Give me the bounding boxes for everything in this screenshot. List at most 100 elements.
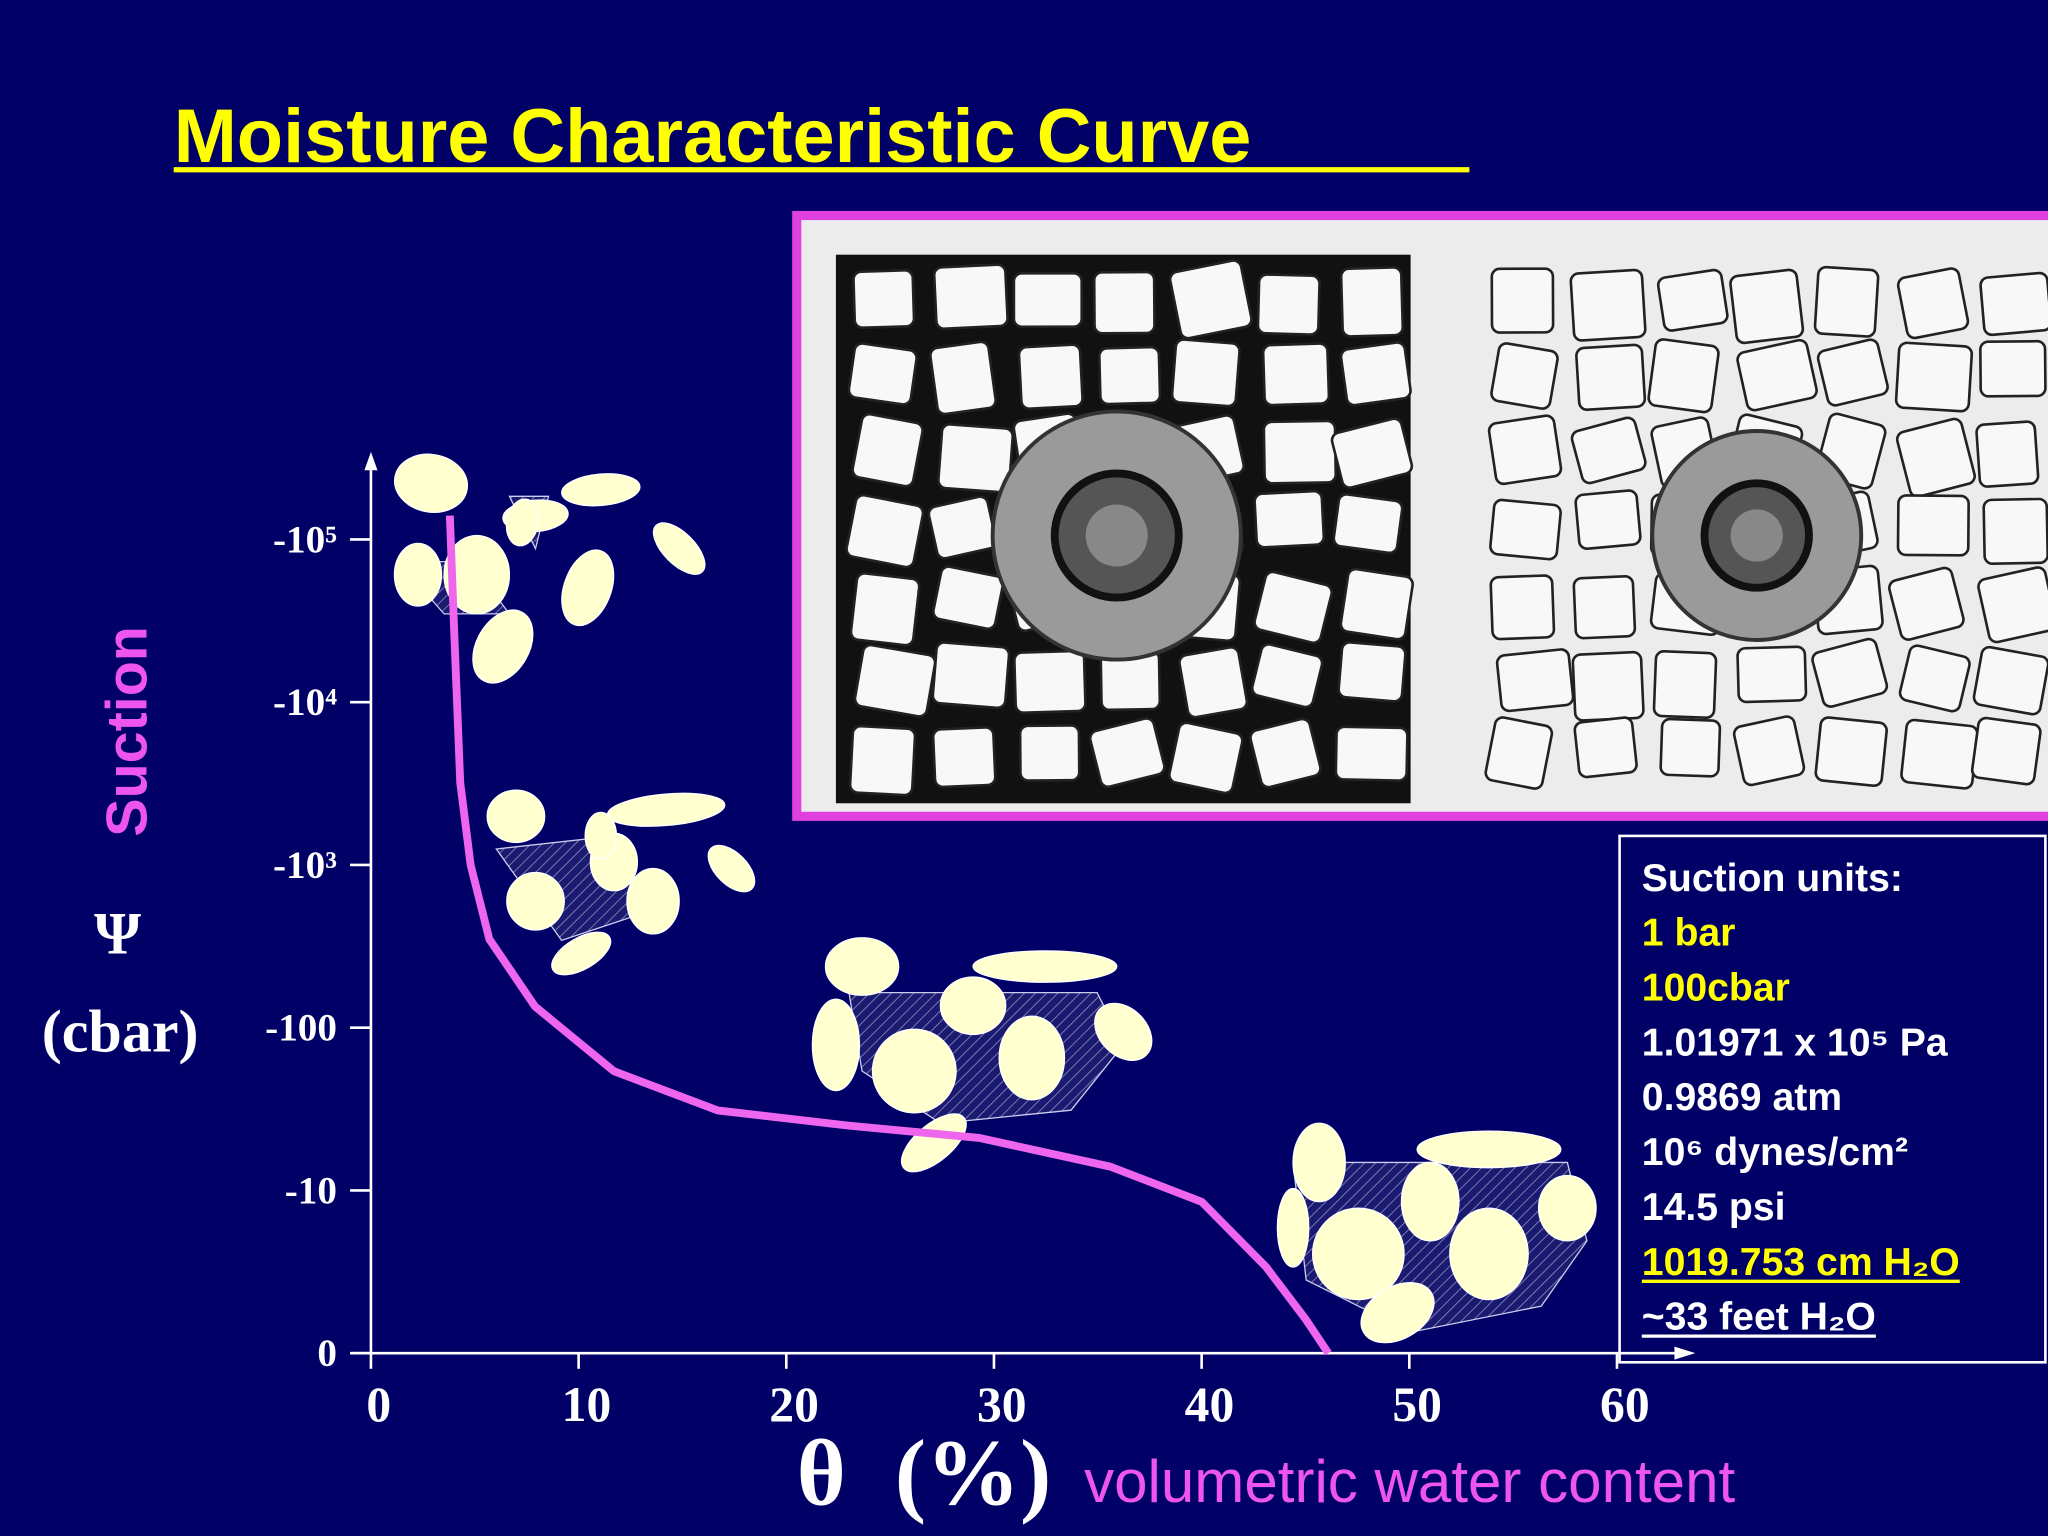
soil-particle: [584, 811, 618, 861]
soil-grain: [1088, 717, 1166, 789]
y-axis-arrow: [364, 451, 378, 471]
soil-grain: [1816, 338, 1889, 407]
soil-grain: [931, 726, 997, 789]
x-tick-label: 10: [562, 1377, 612, 1432]
x-tick-label: 30: [977, 1377, 1027, 1432]
soil-particle: [561, 549, 615, 627]
soil-grain: [1262, 419, 1338, 485]
soil-grain: [1178, 646, 1249, 719]
slide-title: Moisture Characteristic Curve: [174, 94, 1252, 179]
soil-grain: [1339, 266, 1405, 338]
soil-grain: [1574, 489, 1642, 551]
soil-grain: [1736, 338, 1818, 412]
unit-line: 100cbar: [1642, 966, 1790, 1009]
unit-line: 10⁶ dynes/cm²: [1642, 1131, 1908, 1174]
soil-particle: [551, 931, 612, 976]
soil-grain: [1012, 271, 1084, 329]
soil-grain: [848, 724, 917, 797]
root-core: [1730, 509, 1783, 562]
soil-grain: [1490, 342, 1559, 410]
soil-grain: [1647, 338, 1720, 414]
soil-particle: [824, 937, 900, 996]
soil-grain: [1887, 566, 1965, 641]
soil-grain: [1975, 420, 2040, 488]
soil-grain: [1814, 716, 1888, 788]
soil-particle: [394, 453, 469, 513]
x-tick-label: 40: [1185, 1377, 1235, 1432]
soil-grain: [927, 495, 998, 560]
soil-aggregates: [393, 453, 1597, 1344]
soil-grain: [1098, 345, 1162, 406]
soil-grain: [1972, 645, 2048, 716]
soil-grain: [1572, 575, 1637, 640]
soil-grain: [1898, 644, 1971, 713]
soil-grain: [1979, 271, 2048, 337]
soil-particle: [1292, 1122, 1346, 1203]
soil-grain: [1659, 717, 1722, 778]
soil-particle: [1312, 1207, 1405, 1301]
y-tick-label: 0: [317, 1332, 337, 1375]
soil-grain: [1570, 416, 1647, 485]
soil-particle: [486, 789, 546, 844]
soil-particle: [998, 1015, 1066, 1101]
x-tick-label: 60: [1600, 1377, 1650, 1432]
soil-grain: [851, 412, 924, 488]
soil-grain: [1018, 724, 1081, 782]
soil-grain: [1253, 570, 1334, 645]
soil-grain: [931, 641, 1011, 710]
units-box: [1618, 834, 2047, 1364]
soil-grain: [1811, 637, 1889, 708]
soil-grain: [853, 643, 937, 718]
soil-grain: [1495, 648, 1575, 713]
soil-particle: [939, 976, 1007, 1036]
soil-particle: [505, 498, 540, 547]
y-axis-label: Suction: [95, 626, 159, 837]
soil-particle: [1416, 1130, 1562, 1169]
root-core: [1085, 504, 1148, 567]
soil-grain: [932, 565, 1005, 631]
soil-grain: [1979, 339, 2047, 398]
soil-grain: [1170, 338, 1241, 408]
x-axis-unit: (%): [895, 1422, 1052, 1526]
soil-grain: [1569, 268, 1647, 342]
moisture-curve: [445, 515, 1332, 1356]
soil-grain: [1895, 417, 1976, 498]
x-axis-arrow: [1674, 1346, 1696, 1360]
soil-grain: [1729, 268, 1805, 345]
x-tick-label: 50: [1392, 1377, 1442, 1432]
soil-grain: [1896, 267, 1970, 340]
soil-grain: [1656, 268, 1729, 332]
soil-grain: [1334, 725, 1409, 782]
unit-line: 1.01971 x 10⁵ Pa: [1642, 1021, 1949, 1064]
soil-grain: [1250, 643, 1324, 709]
y-tick-label: -10⁴: [273, 681, 337, 724]
soil-grain: [1813, 265, 1880, 338]
soil-grain: [1896, 494, 1970, 557]
soil-grain: [1970, 716, 2042, 786]
soil-particle: [443, 534, 511, 615]
soil-grain: [1253, 489, 1326, 549]
soil-grain: [1487, 414, 1563, 486]
y-tick-label: -10⁵: [273, 518, 337, 561]
soil-particle: [472, 609, 534, 684]
soil-grain: [1168, 259, 1253, 340]
soil-particle: [1276, 1187, 1310, 1268]
soil-grain: [929, 340, 997, 416]
unit-line: 14.5 psi: [1642, 1186, 1786, 1229]
soil-particle: [871, 1028, 957, 1114]
soil-particle: [506, 871, 565, 931]
x-axis-label: volumetric water content: [1084, 1448, 1735, 1515]
soil-grain: [1900, 718, 1979, 790]
soil-particle: [626, 867, 680, 935]
soil-grain: [937, 423, 1015, 494]
x-axis-symbol: θ: [797, 1422, 846, 1526]
soil-grain: [1571, 650, 1645, 722]
soil-particle: [1400, 1161, 1460, 1242]
unit-line: ~33 feet H₂O: [1642, 1296, 1876, 1339]
soil-grain: [932, 263, 1009, 331]
y-axis-symbol: Ψ: [94, 899, 141, 966]
soil-grain: [1736, 645, 1808, 704]
x-tick-label: 0: [366, 1377, 391, 1432]
